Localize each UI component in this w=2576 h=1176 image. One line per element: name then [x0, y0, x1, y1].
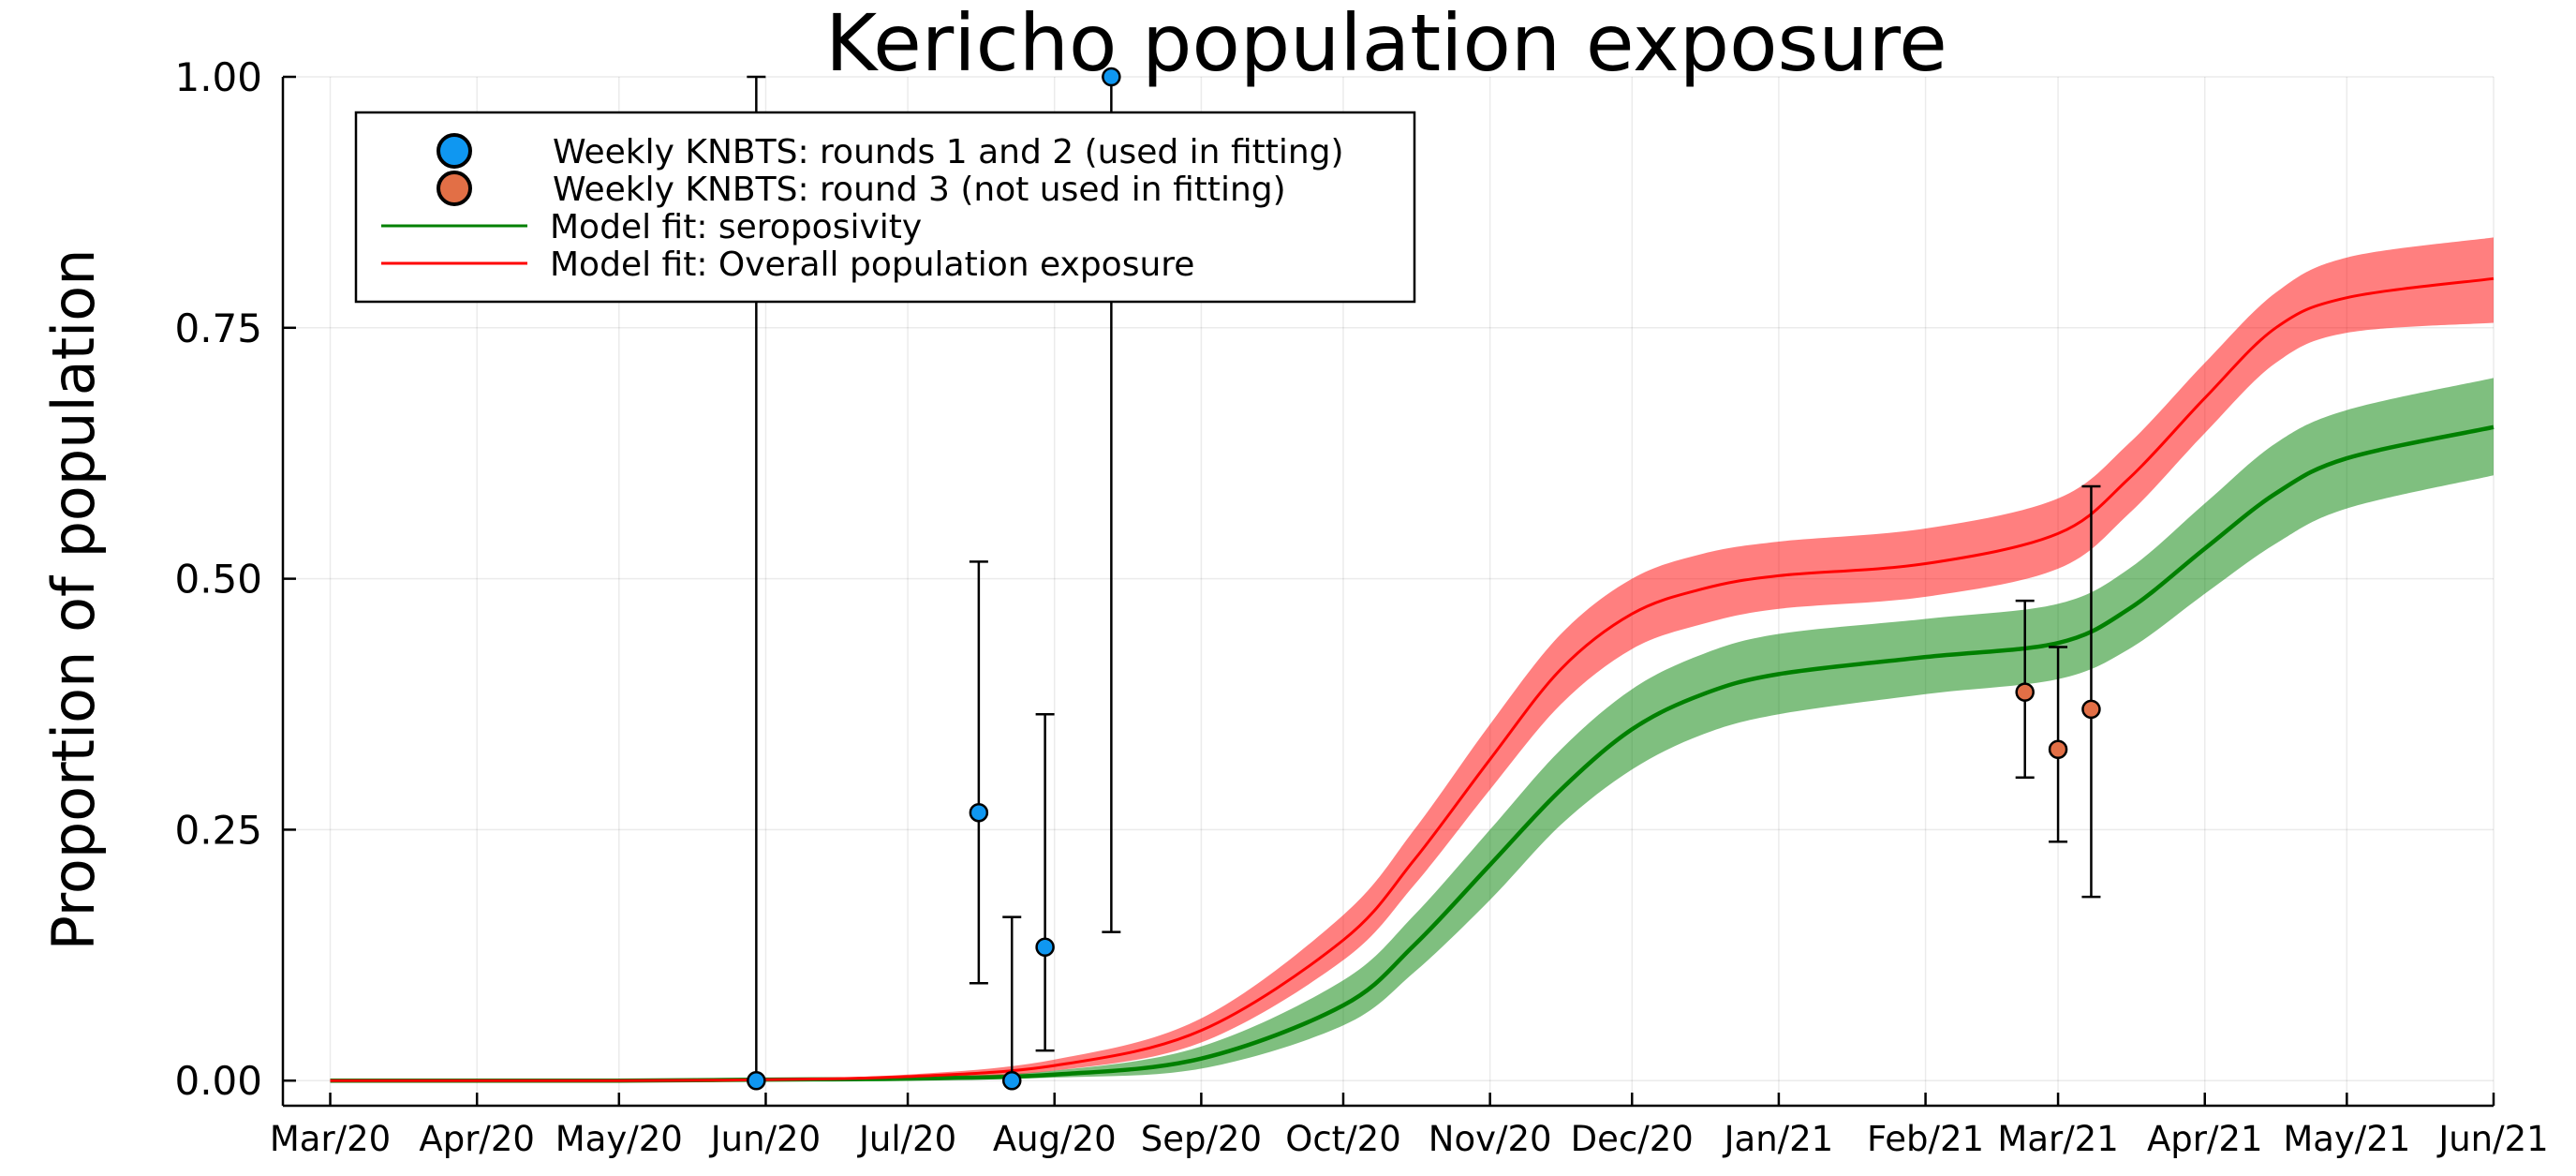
data-point [969, 802, 989, 823]
legend-label-1: Weekly KNBTS: rounds 1 and 2 (used in fi… [553, 133, 1344, 171]
legend-label-2: Weekly KNBTS: round 3 (not used in fitti… [553, 171, 1286, 209]
x-tick-label: Oct/20 [1285, 1119, 1401, 1159]
legend-label-3: Model fit: seroposivity [550, 208, 922, 246]
x-tick-label: May/21 [2283, 1119, 2410, 1159]
x-tick-label: Nov/20 [1429, 1119, 1552, 1159]
model-line-2 [330, 276, 2495, 1082]
legend-label-4: Model fit: Overall population exposure [550, 246, 1194, 284]
model-line-1 [330, 424, 2495, 1083]
x-tick-label: Mar/21 [1997, 1119, 2118, 1159]
error-bar [1035, 712, 1055, 1052]
data-point [2048, 739, 2068, 759]
x-tick-label: Sep/20 [1141, 1119, 1262, 1159]
data-points [747, 67, 2101, 1091]
data-point [747, 1070, 766, 1091]
tick-labels: 0.00 0.25 0.50 0.75 1.00 Mar/20 Apr/20 May/20 Ju… [174, 54, 2548, 1159]
confidence-band-2 [330, 237, 2494, 1081]
y-tick-label: 0.25 [174, 807, 262, 853]
legend-marker-1 [437, 133, 472, 169]
x-tick-label: Jun/21 [2436, 1119, 2548, 1159]
axes [281, 77, 2494, 1108]
error-bar [969, 560, 988, 985]
legend: Weekly KNBTS: rounds 1 and 2 (used in fi… [354, 111, 1416, 304]
x-tick-label: Jul/20 [857, 1119, 956, 1159]
x-tick-label: Apr/21 [2147, 1119, 2263, 1159]
data-point [1001, 1070, 1022, 1091]
chart-title: Kericho population exposure [825, 0, 1947, 89]
error-bar [1002, 915, 1022, 1082]
x-tick-label: Mar/20 [270, 1119, 391, 1159]
y-axis-label: Proportion of population [39, 249, 108, 951]
y-tick-label: 1.00 [174, 54, 262, 100]
data-point [1102, 67, 1121, 87]
x-tick-label: Aug/20 [993, 1119, 1117, 1159]
legend-marker-2 [437, 171, 472, 206]
x-tick-label: Jan/21 [1723, 1119, 1834, 1159]
x-tick-label: Apr/20 [419, 1119, 535, 1159]
legend-box [354, 111, 1416, 304]
confidence-bands [330, 237, 2494, 1081]
data-point [2081, 699, 2101, 720]
x-tick-label: Dec/20 [1571, 1119, 1694, 1159]
x-tick-label: May/20 [555, 1119, 683, 1159]
x-tick-label: Jun/20 [709, 1119, 821, 1159]
model-lines [330, 276, 2495, 1083]
x-tick-label: Feb/21 [1867, 1119, 1984, 1159]
y-tick-label: 0.00 [174, 1058, 262, 1104]
error-bar [2081, 484, 2101, 899]
confidence-band-1 [330, 378, 2494, 1081]
data-point [2015, 682, 2035, 702]
data-point [1035, 937, 1055, 957]
y-tick-label: 0.75 [174, 305, 262, 351]
y-tick-label: 0.50 [174, 557, 262, 603]
